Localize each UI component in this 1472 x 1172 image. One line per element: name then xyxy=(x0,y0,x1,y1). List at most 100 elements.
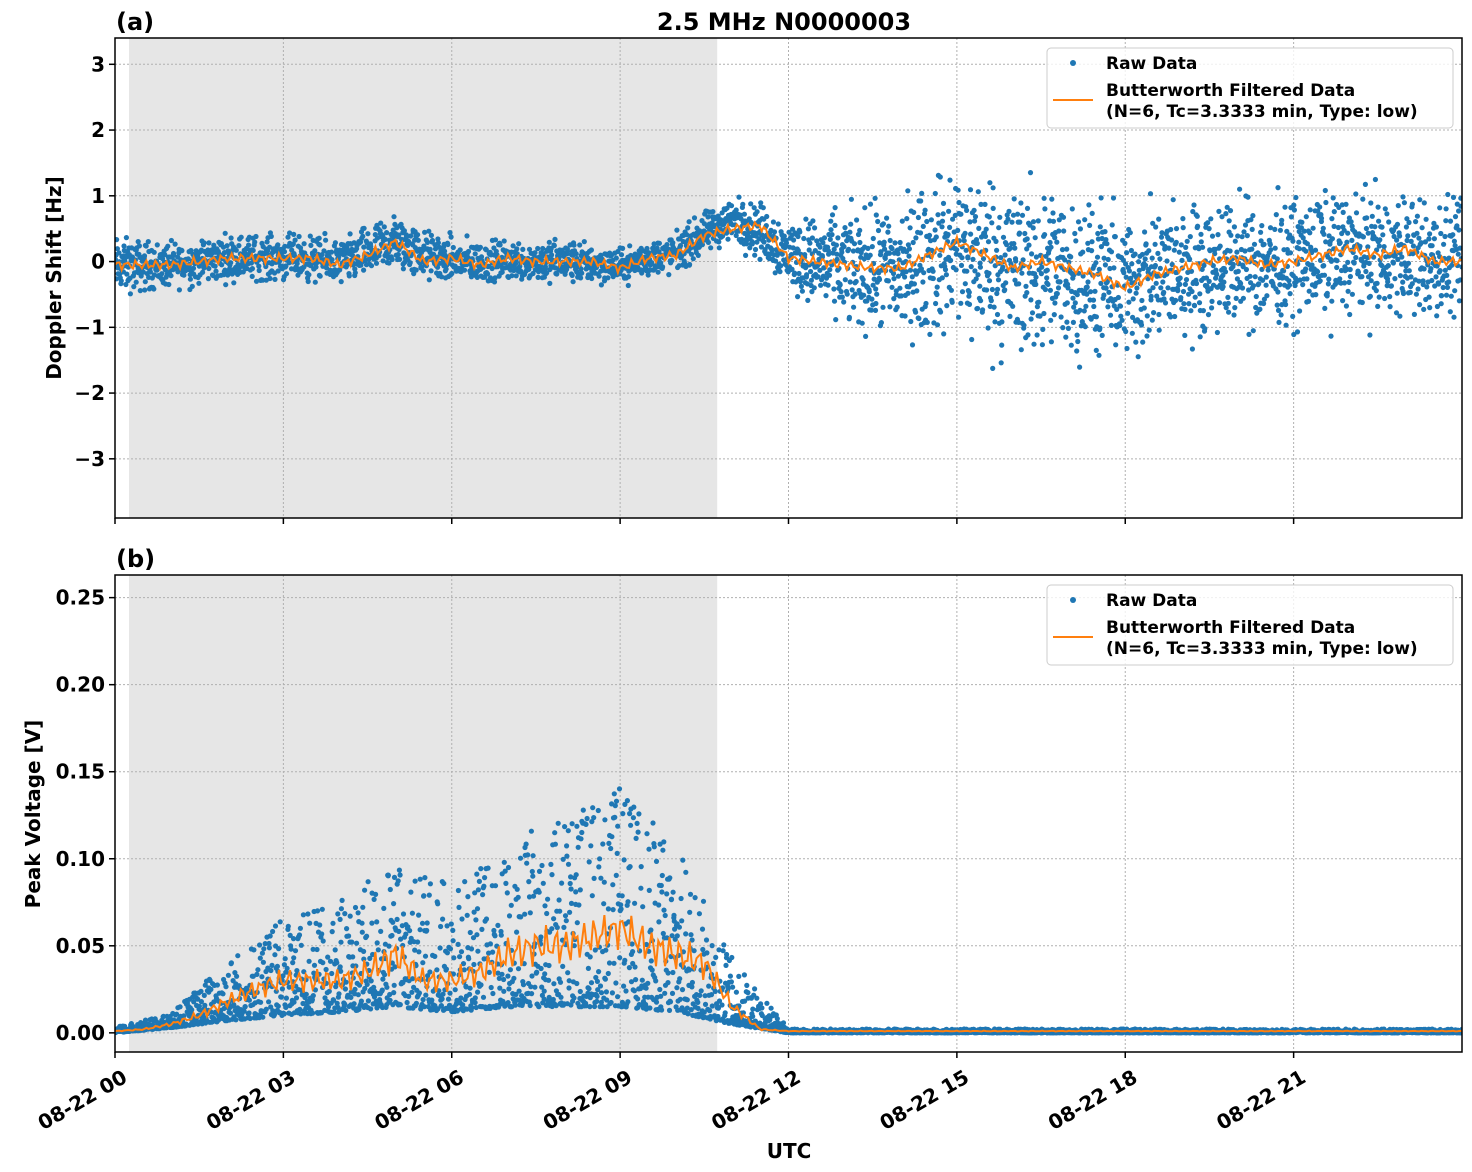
raw-data-point xyxy=(513,991,519,998)
raw-data-point xyxy=(653,999,660,1005)
raw-data-point xyxy=(597,983,604,989)
raw-data-point xyxy=(307,233,313,239)
raw-data-point xyxy=(1096,266,1102,272)
raw-data-point xyxy=(1415,286,1421,292)
raw-data-point xyxy=(1104,241,1110,247)
raw-data-point xyxy=(598,282,605,288)
raw-data-point xyxy=(1335,224,1341,231)
raw-data-point xyxy=(1192,294,1198,300)
raw-data-point xyxy=(124,271,130,277)
raw-data-point xyxy=(306,272,312,278)
raw-data-point xyxy=(610,907,616,913)
raw-data-point xyxy=(1029,310,1036,316)
raw-data-point xyxy=(1386,271,1392,277)
raw-data-point xyxy=(1296,246,1302,252)
raw-data-point xyxy=(428,268,434,274)
raw-data-point xyxy=(391,214,397,220)
raw-data-point xyxy=(1282,204,1288,210)
raw-data-point xyxy=(617,955,623,961)
raw-data-point xyxy=(1035,218,1041,224)
raw-data-point xyxy=(1304,276,1310,282)
raw-data-point xyxy=(1432,283,1438,289)
raw-data-point xyxy=(1265,267,1271,273)
raw-data-point xyxy=(420,960,426,966)
raw-data-point xyxy=(1303,266,1309,272)
raw-data-point xyxy=(1296,239,1302,245)
raw-data-point xyxy=(1173,239,1179,245)
raw-data-point xyxy=(1417,197,1423,203)
raw-data-point xyxy=(1010,212,1017,218)
raw-data-point xyxy=(1447,218,1454,224)
raw-data-point xyxy=(1359,274,1365,280)
raw-data-point xyxy=(992,319,998,325)
raw-data-point xyxy=(523,841,529,847)
raw-data-point xyxy=(1337,276,1343,282)
raw-data-point xyxy=(1023,283,1029,289)
raw-data-point xyxy=(932,190,938,197)
raw-data-point xyxy=(1083,303,1089,309)
raw-data-point xyxy=(820,240,826,246)
raw-data-point xyxy=(1400,290,1407,297)
raw-data-point xyxy=(821,265,827,271)
raw-data-point xyxy=(619,999,626,1005)
raw-data-point xyxy=(300,912,306,918)
raw-data-point xyxy=(1036,299,1042,305)
raw-data-point xyxy=(1011,241,1017,247)
raw-data-point xyxy=(602,976,609,982)
y-tick-label: 0 xyxy=(91,250,105,274)
raw-data-point xyxy=(329,970,335,977)
raw-data-point xyxy=(1261,241,1267,247)
raw-data-point xyxy=(1150,220,1156,226)
raw-data-point xyxy=(751,205,757,211)
raw-data-point xyxy=(908,318,914,325)
raw-data-point xyxy=(213,268,219,274)
raw-data-point xyxy=(1373,288,1379,294)
raw-data-point xyxy=(187,276,193,282)
raw-data-point xyxy=(396,867,402,873)
raw-data-point xyxy=(625,282,631,289)
raw-data-point xyxy=(361,225,367,231)
raw-data-point xyxy=(323,237,329,243)
raw-data-point xyxy=(1367,332,1373,338)
raw-data-point xyxy=(560,856,566,862)
raw-data-point xyxy=(1438,230,1444,237)
raw-data-point xyxy=(1404,237,1410,244)
raw-data-point xyxy=(770,219,777,225)
raw-data-point xyxy=(817,244,823,250)
raw-data-point xyxy=(491,927,497,934)
legend-box xyxy=(1046,47,1454,129)
raw-data-point xyxy=(326,988,332,994)
raw-data-point xyxy=(1347,266,1353,273)
raw-data-point xyxy=(1220,284,1226,290)
raw-data-point xyxy=(566,985,572,991)
raw-data-point xyxy=(267,275,273,282)
raw-data-point xyxy=(947,177,953,183)
raw-data-point xyxy=(1198,231,1204,237)
raw-data-point xyxy=(312,248,318,254)
raw-data-point xyxy=(472,995,478,1001)
raw-data-point xyxy=(254,971,260,978)
raw-data-point xyxy=(1303,214,1309,220)
raw-data-point xyxy=(1020,257,1026,263)
raw-data-point xyxy=(1434,313,1440,319)
raw-data-point xyxy=(201,240,207,246)
raw-data-point xyxy=(605,275,611,281)
raw-data-point xyxy=(825,282,831,288)
raw-data-point xyxy=(123,235,129,241)
raw-data-point xyxy=(367,955,373,962)
raw-data-point xyxy=(972,218,978,224)
raw-data-point xyxy=(1321,231,1327,237)
raw-data-point xyxy=(948,257,954,263)
raw-data-point xyxy=(1069,206,1075,212)
raw-data-point xyxy=(459,916,465,922)
raw-data-point xyxy=(145,239,151,245)
raw-data-point xyxy=(927,331,933,337)
raw-data-point xyxy=(625,999,631,1005)
raw-data-point xyxy=(1047,287,1053,293)
raw-data-point xyxy=(1222,269,1229,275)
raw-data-point xyxy=(286,984,292,990)
raw-data-point xyxy=(588,980,595,986)
raw-data-point xyxy=(600,1004,606,1010)
raw-data-point xyxy=(342,911,348,917)
raw-data-point xyxy=(545,896,551,902)
